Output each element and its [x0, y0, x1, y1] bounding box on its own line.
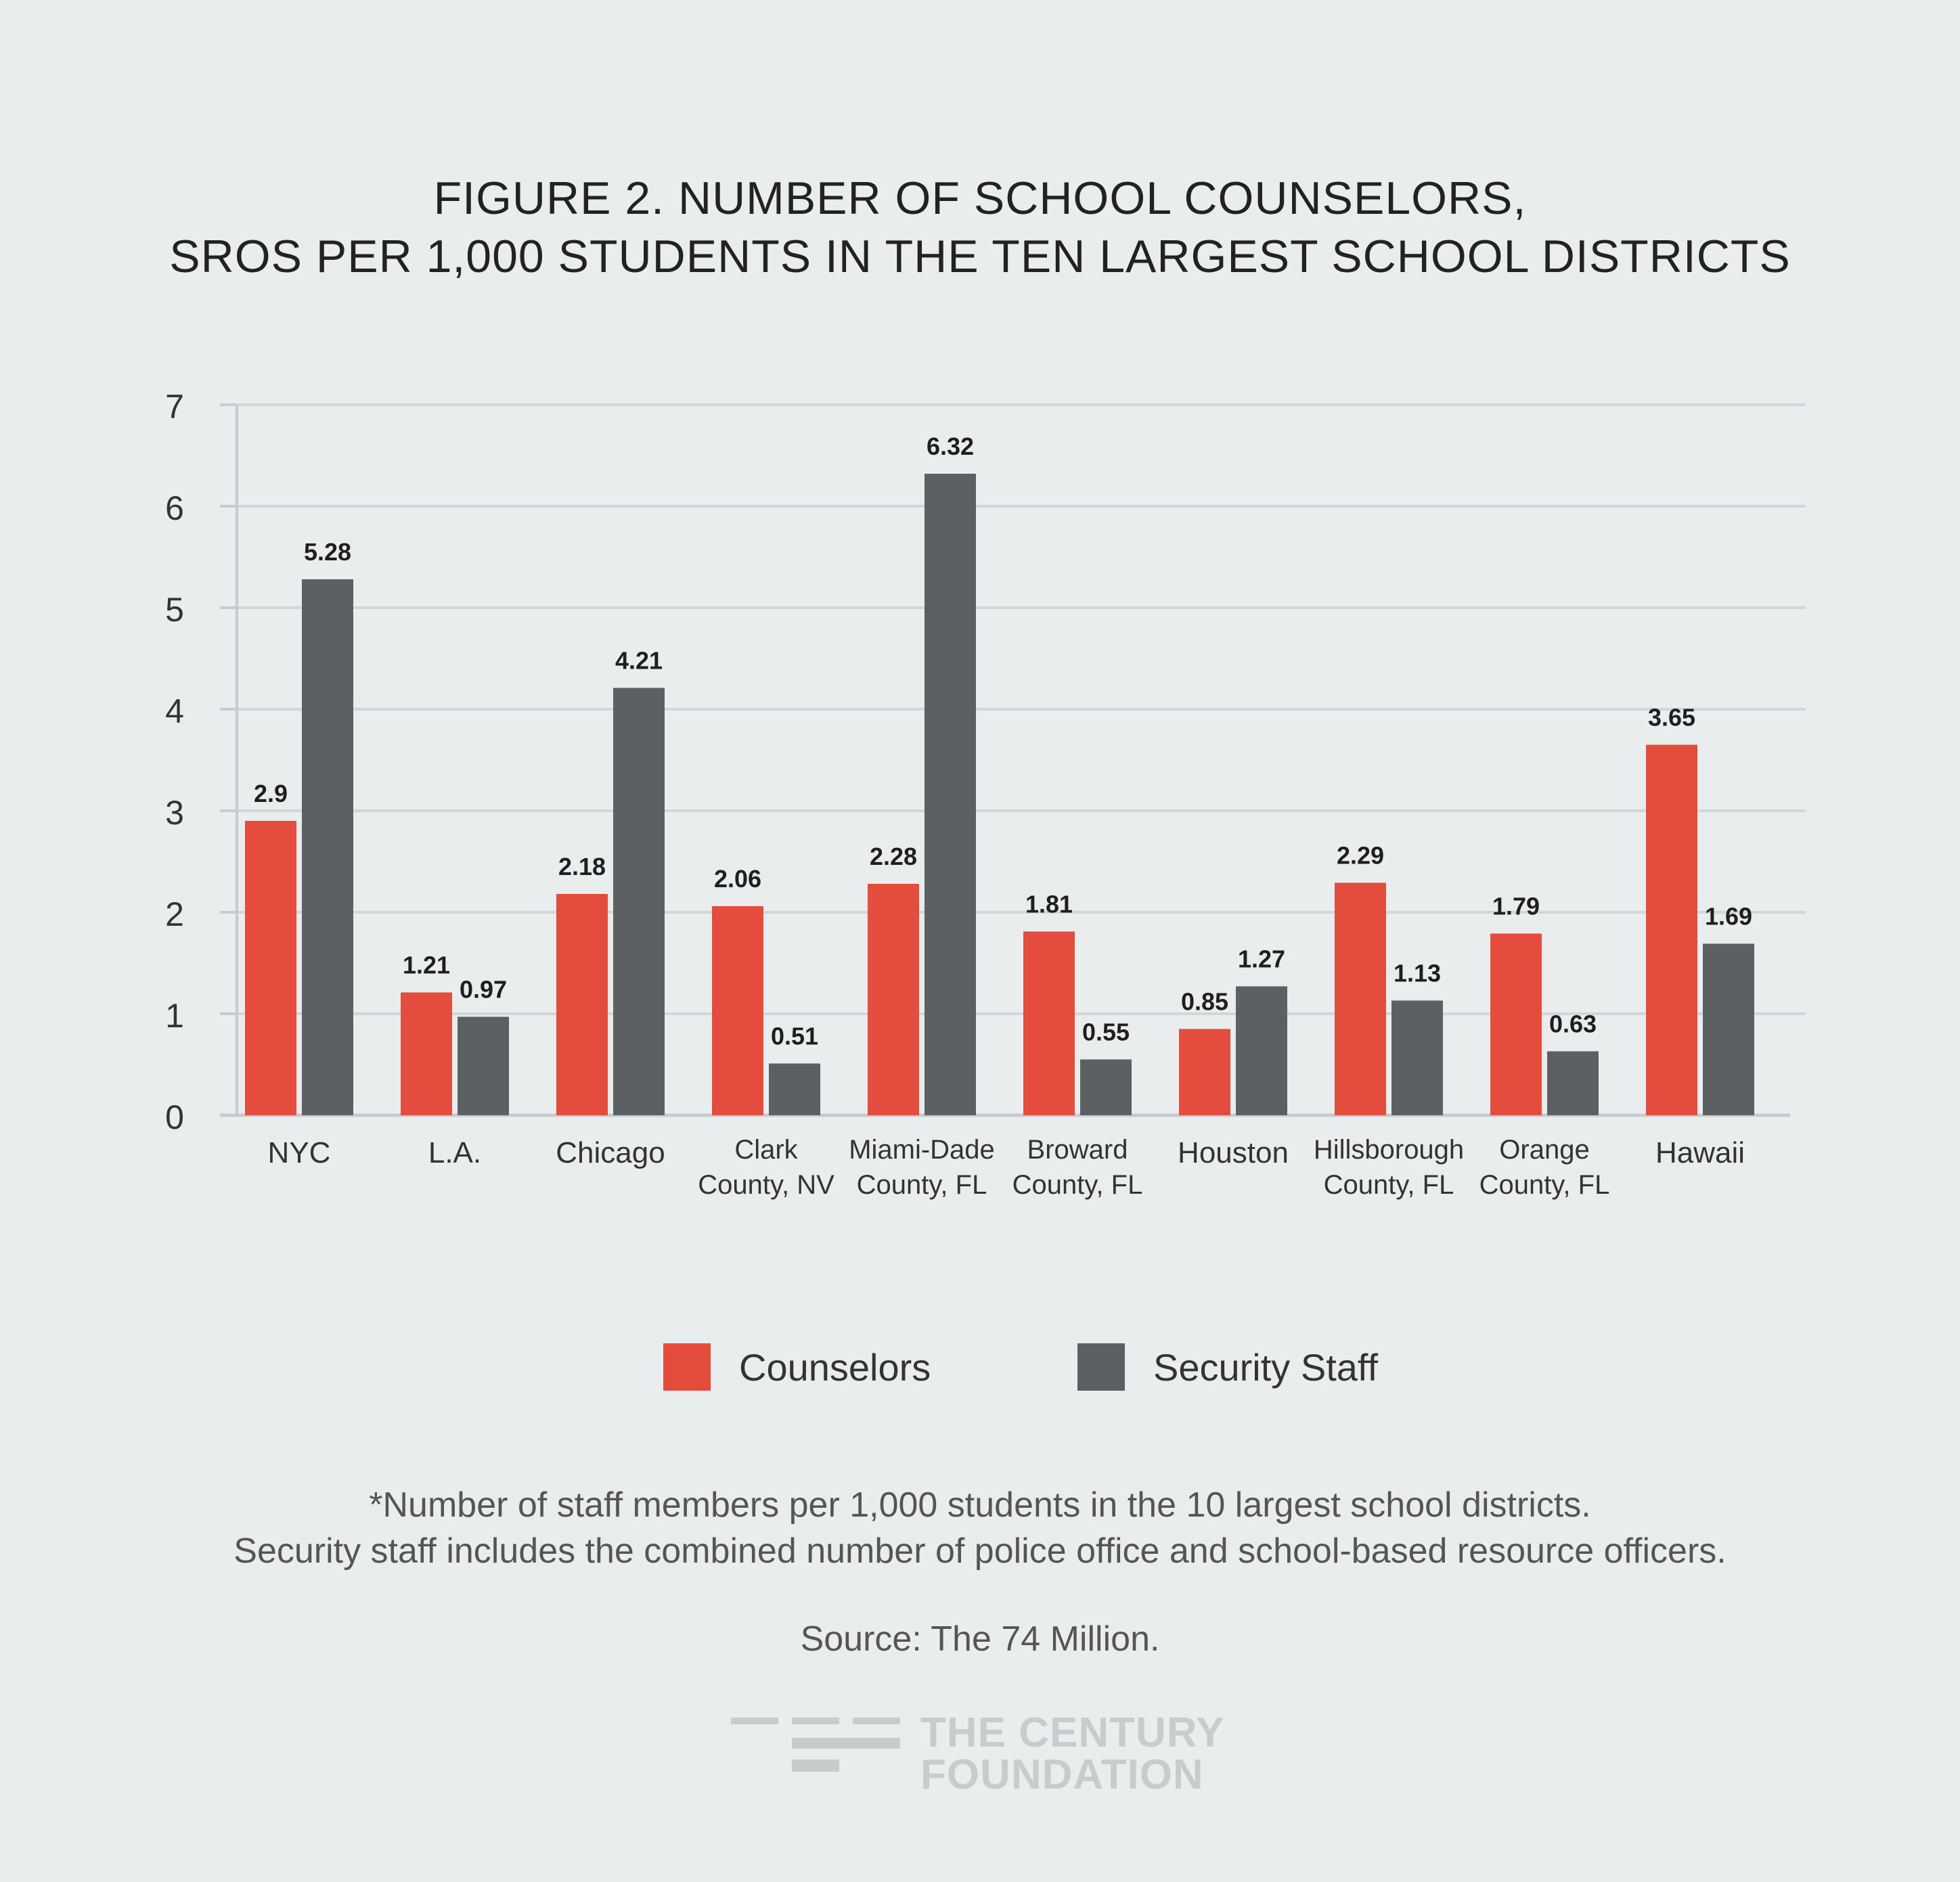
- data-label-counselors: 2.29: [1337, 842, 1384, 870]
- data-label-counselors: 1.79: [1492, 893, 1540, 920]
- bar-security-staff: [302, 579, 353, 1115]
- data-label-security-staff: 1.69: [1705, 903, 1752, 931]
- bar-counselors: [245, 821, 296, 1115]
- x-tick-label: Houston: [1178, 1136, 1289, 1169]
- data-label-security-staff: 0.51: [771, 1023, 818, 1050]
- legend-label-security-staff: Security Staff: [1153, 1345, 1379, 1389]
- bar-security-staff: [925, 474, 976, 1115]
- bar-security-staff: [613, 688, 665, 1115]
- legend-item-security-staff: Security Staff: [1077, 1343, 1378, 1391]
- bars: [245, 474, 1754, 1115]
- data-labels: 2.9 5.28 1.21 0.97 2.18 4.21 2.06 0.51 2.28 6.32 1…: [254, 432, 1752, 1050]
- bar-counselors: [401, 992, 452, 1115]
- century-foundation-logo: THE CENTURY FOUNDATION: [731, 1712, 1245, 1800]
- bar-security-staff: [1547, 1051, 1599, 1115]
- bar-counselors: [1023, 931, 1075, 1115]
- data-label-counselors: 2.28: [870, 843, 917, 870]
- bar-counselors: [1335, 882, 1386, 1115]
- bar-counselors: [712, 906, 763, 1115]
- bar-counselors: [868, 884, 919, 1115]
- century-foundation-mark-icon: [731, 1718, 900, 1772]
- chart-title-line-1: FIGURE 2. NUMBER OF SCHOOL COUNSELORS,: [433, 173, 1527, 224]
- bar-security-staff: [1703, 943, 1754, 1115]
- data-label-counselors: 1.21: [403, 951, 450, 979]
- bar-security-staff: [1391, 1000, 1443, 1115]
- data-label-security-staff: 5.28: [304, 538, 351, 566]
- data-label-security-staff: 0.97: [460, 976, 507, 1004]
- y-tick-label: 7: [165, 388, 184, 426]
- bar-security-staff: [1236, 986, 1287, 1115]
- bar-chart: 0 1 2 3 4 5 6 7 2.9 5.28 1.21 0.97 2.18 4.21 2.06 0.51…: [165, 388, 1806, 1200]
- legend-swatch-security-staff: [1077, 1343, 1125, 1391]
- legend-swatch-counselors: [663, 1343, 711, 1391]
- y-tick-label: 2: [165, 895, 184, 933]
- legend-item-counselors: Counselors: [663, 1343, 931, 1391]
- x-tick-label: Broward: [1027, 1135, 1128, 1165]
- bar-counselors: [1490, 933, 1542, 1115]
- x-tick-labels: NYC L.A. Chicago Clark County, NV Miami-Dade C…: [268, 1135, 1745, 1200]
- legend-label-counselors: Counselors: [739, 1345, 931, 1389]
- data-label-security-staff: 0.55: [1082, 1018, 1130, 1046]
- footnote-line-1: *Number of staff members per 1,000 stude…: [369, 1485, 1591, 1525]
- footnote-line-2: Security staff includes the combined num…: [233, 1531, 1727, 1571]
- y-tick-label: 0: [165, 1098, 184, 1136]
- data-label-security-staff: 4.21: [615, 647, 663, 675]
- x-tick-label: Hawaii: [1655, 1136, 1745, 1169]
- data-label-counselors: 3.65: [1648, 704, 1695, 732]
- data-label-counselors: 2.06: [714, 865, 761, 893]
- x-tick-label: Miami-Dade: [849, 1135, 995, 1165]
- y-tick-label: 5: [165, 591, 184, 629]
- y-tick-label: 3: [165, 794, 184, 832]
- x-tick-label: Clark: [734, 1135, 798, 1165]
- logo-line-1: THE CENTURY: [920, 1709, 1225, 1756]
- x-tick-label: County, FL: [857, 1170, 987, 1200]
- x-tick-label: County, FL: [1479, 1170, 1610, 1200]
- data-label-security-staff: 1.27: [1238, 945, 1285, 973]
- x-tick-label: County, FL: [1324, 1170, 1454, 1200]
- chart-title-line-2: SROS PER 1,000 STUDENTS IN THE TEN LARGE…: [169, 231, 1791, 282]
- data-label-counselors: 0.85: [1181, 988, 1228, 1016]
- x-tick-label: NYC: [268, 1136, 331, 1169]
- y-tick-label: 4: [165, 692, 184, 730]
- data-label-counselors: 2.18: [558, 853, 606, 880]
- y-tick-label: 1: [165, 997, 184, 1035]
- x-tick-label: Hillsborough: [1314, 1135, 1464, 1165]
- chart-legend: Counselors Security Staff: [0, 1343, 1960, 1397]
- bar-counselors: [1179, 1029, 1230, 1115]
- x-tick-label: County, FL: [1012, 1170, 1143, 1200]
- footnote: *Number of staff members per 1,000 stude…: [0, 1482, 1960, 1574]
- x-tick-label: Chicago: [556, 1136, 665, 1169]
- data-label-security-staff: 6.32: [927, 432, 974, 460]
- logo-line-2: FOUNDATION: [920, 1751, 1204, 1798]
- x-tick-label: L.A.: [428, 1136, 481, 1169]
- bar-security-staff: [769, 1063, 820, 1115]
- bar-counselors: [556, 894, 608, 1115]
- chart-title: FIGURE 2. NUMBER OF SCHOOL COUNSELORS, S…: [0, 169, 1960, 286]
- source-note: Source: The 74 Million.: [800, 1619, 1160, 1659]
- x-tick-label: Orange: [1499, 1135, 1589, 1165]
- bar-security-staff: [458, 1016, 509, 1115]
- data-label-counselors: 1.81: [1025, 891, 1073, 918]
- y-tick-label: 6: [165, 489, 184, 527]
- data-label-security-staff: 1.13: [1394, 960, 1441, 987]
- bar-security-staff: [1080, 1059, 1132, 1115]
- x-tick-label: County, NV: [698, 1170, 834, 1200]
- data-label-security-staff: 0.63: [1549, 1010, 1597, 1038]
- data-label-counselors: 2.9: [254, 780, 288, 807]
- gridlines: [220, 403, 1806, 1015]
- logo-wordmark: THE CENTURY FOUNDATION: [920, 1712, 1225, 1796]
- bar-counselors: [1646, 744, 1697, 1115]
